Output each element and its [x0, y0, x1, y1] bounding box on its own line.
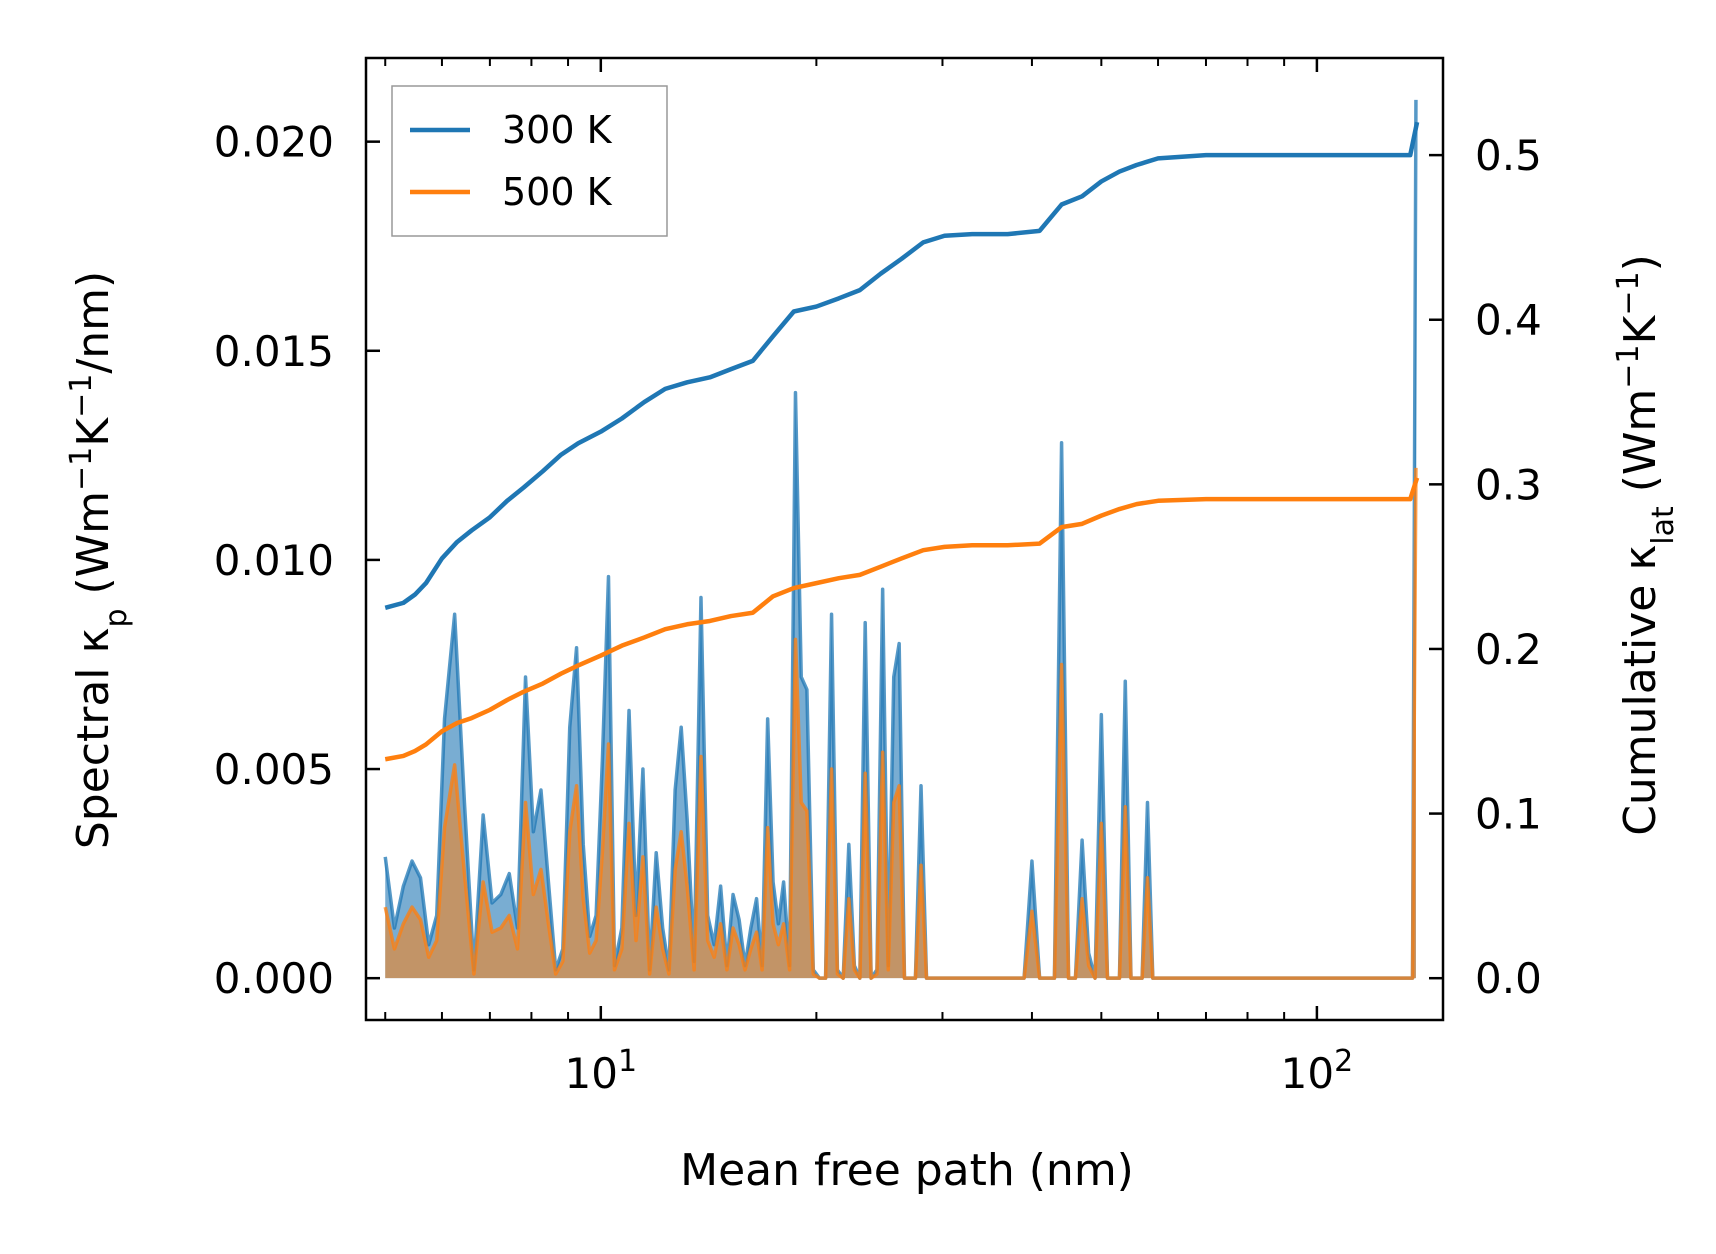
y-left-unit: (Wm: [68, 491, 119, 595]
x-tick-label: 101: [565, 1044, 638, 1099]
plot-area: [383, 99, 1420, 980]
axes-layer: [364, 56, 1445, 1022]
y-left-tick-label: 0.000: [214, 954, 334, 1003]
legend-label-0: 300 K: [502, 108, 613, 152]
y-left-sub: p: [99, 609, 134, 628]
cumulative-layer: [384, 121, 1420, 762]
y-left-end: /nm): [68, 271, 119, 374]
y-right-sup1: −1: [1611, 344, 1646, 388]
y-right-tick-label: 0.2: [1475, 625, 1542, 674]
cumulative-line-500-k: [384, 477, 1420, 762]
ticks-layer: 101 102 0.000 0.005 0.010 0.015 0.020 0.0 0.1 0.2…: [214, 58, 1542, 1098]
y-right-mid: K: [1615, 314, 1666, 344]
y-axis-label-left: Spectral κp (Wm−1K−1/nm): [64, 271, 134, 849]
legend: 300 K 500 K: [391, 85, 668, 237]
y-left-tick-label: 0.020: [214, 118, 334, 167]
y-left-tick-label: 0.010: [214, 536, 334, 585]
y-right-sub: lat: [1646, 506, 1681, 545]
x-axis-label: Mean free path (nm): [680, 1145, 1134, 1196]
y-right-tick-label: 0.1: [1475, 790, 1542, 839]
x-tick-label: 102: [1281, 1044, 1354, 1099]
y-right-tick-label: 0.5: [1475, 131, 1542, 180]
y-left-tick-label: 0.005: [214, 745, 334, 794]
legend-label-1: 500 K: [502, 170, 613, 214]
legend-box: [391, 85, 668, 237]
cumulative-line-300-k: [384, 121, 1420, 610]
y-left-sup1: −1: [64, 447, 99, 491]
y-right-tick-label: 0.4: [1475, 296, 1542, 345]
y-right-tick-label: 0.3: [1475, 460, 1542, 509]
spectral-layer: [383, 99, 1418, 980]
y-right-tick-label: 0.0: [1475, 954, 1542, 1003]
y-axis-label-right: Cumulative κlat (Wm−1K−1): [1611, 254, 1681, 836]
y-left-sup2: −1: [64, 374, 99, 418]
y-right-unit: (Wm: [1615, 389, 1666, 493]
y-left-tick-label: 0.015: [214, 327, 334, 376]
y-right-sup2: −1: [1611, 271, 1646, 315]
y-right-base: Cumulative κ: [1615, 545, 1666, 836]
y-right-end: ): [1615, 254, 1666, 271]
y-left-base: Spectral κ: [68, 628, 119, 850]
spectral-line-1: [383, 467, 1418, 980]
y-left-mid: K: [68, 417, 119, 447]
axes-frame: [364, 56, 1445, 1022]
